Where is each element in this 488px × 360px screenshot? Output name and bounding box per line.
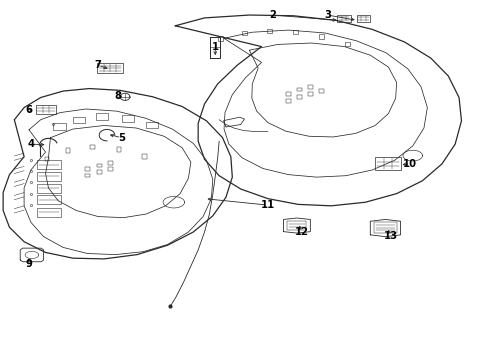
Bar	[217, 36, 222, 41]
Bar	[296, 88, 301, 91]
Text: 10: 10	[403, 159, 416, 169]
Bar	[293, 30, 298, 35]
Bar	[37, 208, 61, 217]
Bar	[319, 89, 324, 93]
Bar	[336, 15, 350, 22]
Text: 12: 12	[294, 227, 308, 237]
Bar	[85, 167, 90, 171]
Text: 5: 5	[118, 133, 125, 143]
Bar	[37, 160, 61, 169]
Text: 9: 9	[25, 259, 32, 269]
Text: 2: 2	[269, 10, 276, 20]
Text: 8: 8	[114, 91, 121, 101]
Bar	[73, 117, 85, 123]
Bar	[242, 31, 246, 35]
Bar	[267, 29, 272, 33]
Bar	[97, 170, 102, 174]
Text: 7: 7	[95, 60, 102, 70]
Bar	[146, 122, 158, 128]
Bar	[66, 148, 70, 153]
Bar	[53, 123, 65, 130]
Text: 6: 6	[25, 105, 32, 115]
Bar	[37, 184, 61, 193]
Bar	[37, 172, 61, 181]
Bar	[373, 222, 396, 233]
Bar	[36, 105, 56, 114]
Bar	[97, 164, 102, 167]
Bar	[374, 157, 400, 170]
Bar	[296, 95, 301, 99]
Bar	[356, 15, 369, 22]
Bar	[122, 116, 134, 122]
Bar	[90, 145, 94, 149]
Text: 13: 13	[383, 231, 397, 240]
Bar	[96, 113, 108, 120]
Bar	[319, 35, 324, 39]
Bar	[37, 195, 61, 204]
Bar	[142, 154, 146, 159]
Bar	[287, 221, 306, 230]
Text: 11: 11	[260, 200, 274, 210]
Bar	[307, 92, 312, 96]
Bar	[85, 174, 90, 177]
Bar	[307, 85, 312, 89]
Bar	[116, 147, 121, 152]
Bar	[285, 99, 290, 103]
Bar	[108, 161, 113, 165]
Text: 1: 1	[211, 42, 218, 52]
Bar	[45, 157, 49, 161]
Bar	[345, 41, 349, 46]
Bar	[285, 92, 290, 96]
Bar	[108, 167, 113, 171]
Text: 4: 4	[27, 139, 35, 149]
Text: 3: 3	[323, 10, 330, 20]
Bar	[97, 63, 122, 73]
